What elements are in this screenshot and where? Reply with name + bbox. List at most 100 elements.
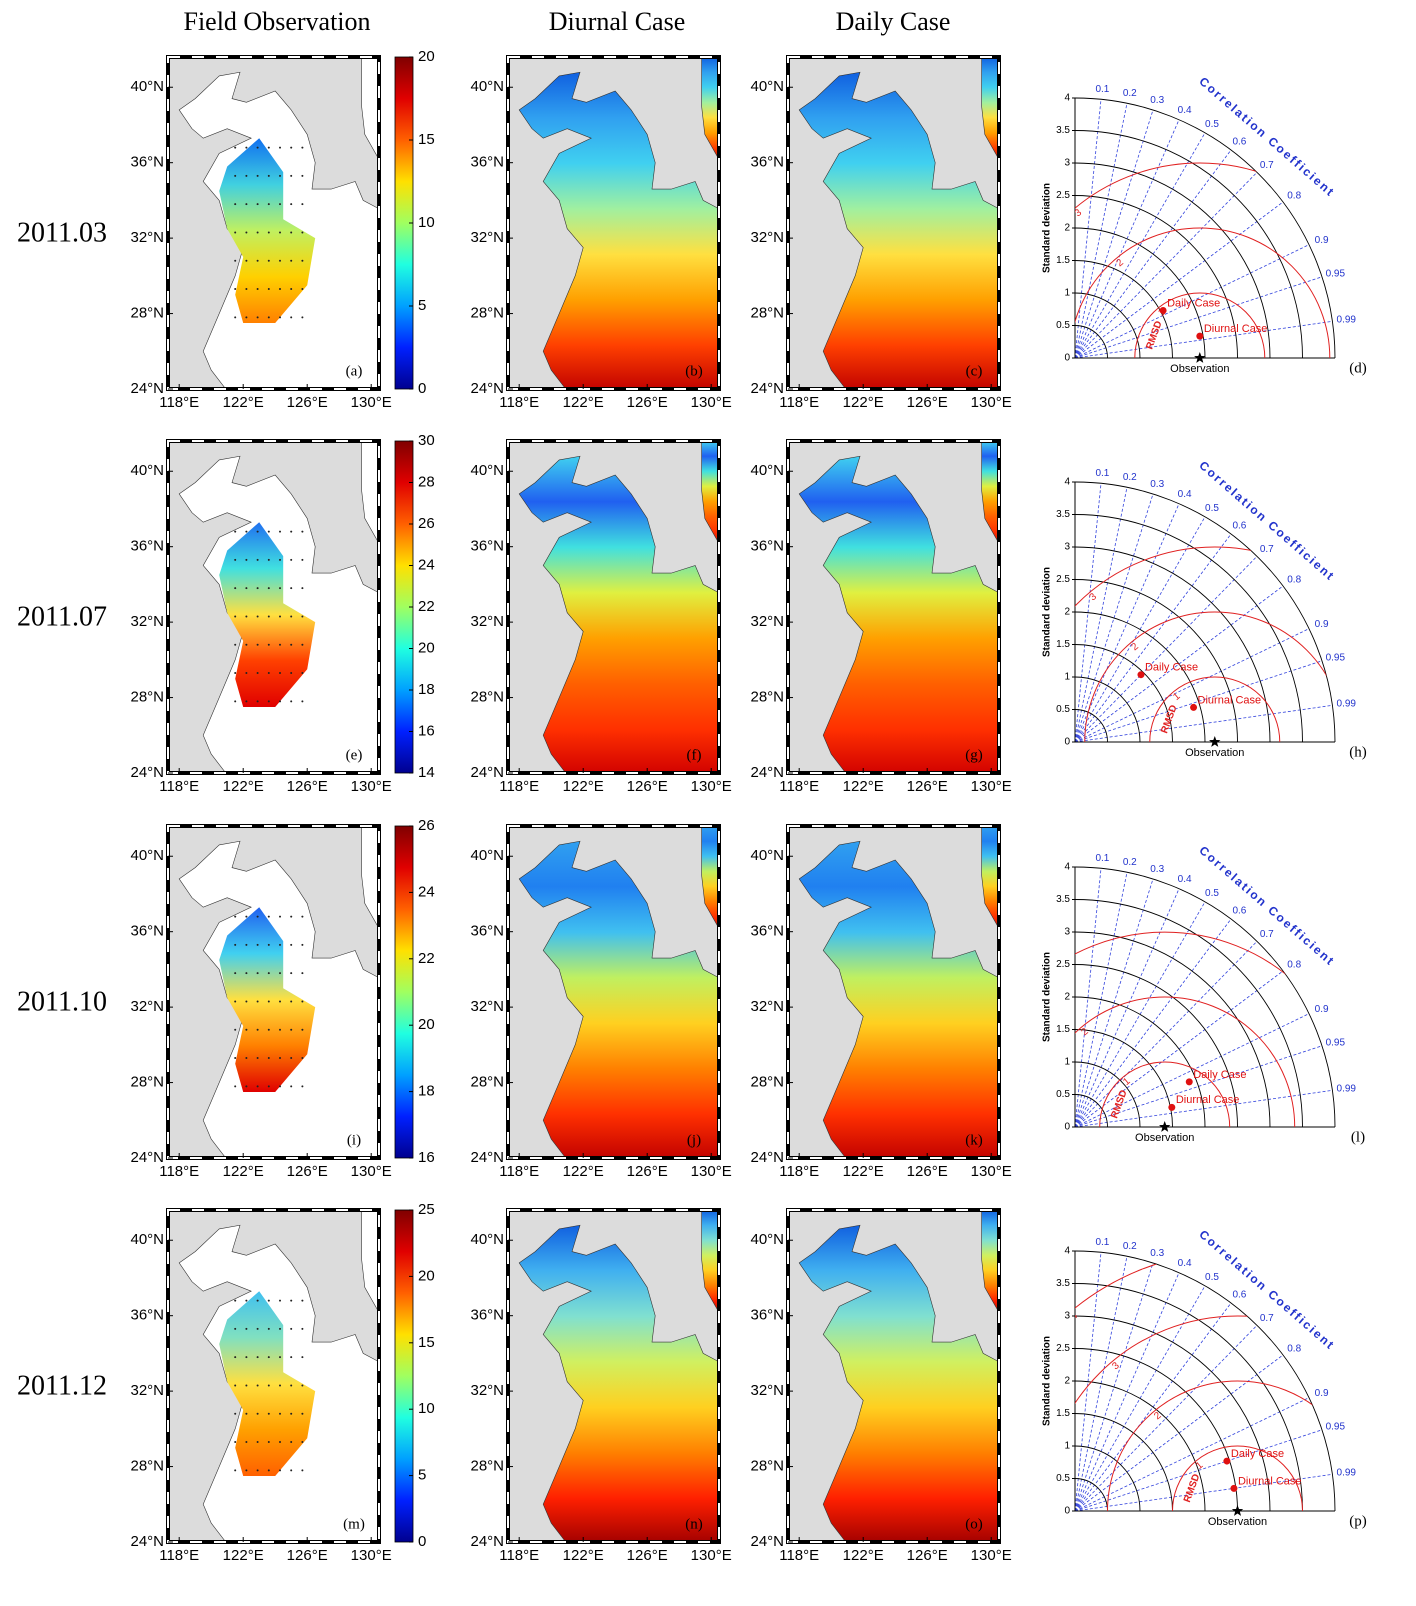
correlation-tick-label: 0.1 <box>1095 853 1109 864</box>
lat-tick-label: 32°N <box>470 229 504 246</box>
correlation-tick-label: 0.4 <box>1178 105 1192 116</box>
map-frame <box>787 56 1000 390</box>
lat-tick-label: 24°N <box>130 1149 164 1166</box>
station <box>290 288 293 291</box>
lat-tick-label: 40°N <box>130 78 164 95</box>
lat-tick-label: 28°N <box>750 305 784 322</box>
lon-tick-label: 126°E <box>907 778 948 795</box>
observed-field <box>219 907 316 1092</box>
std-arc <box>1074 709 1108 743</box>
station <box>256 1356 259 1359</box>
station <box>267 587 270 590</box>
lon-tick-label: 118°E <box>779 778 819 795</box>
rmsd-tick-label: 1 <box>1171 691 1183 703</box>
lon-tick-label: 118°E <box>779 1163 819 1180</box>
lat-tick-label: 40°N <box>750 1231 784 1248</box>
map <box>168 441 379 773</box>
column-header: Daily Case <box>836 7 951 36</box>
station <box>245 530 248 533</box>
model-point-label: Diurnal Case <box>1204 323 1268 335</box>
std-tick-label: 2 <box>1064 992 1070 1003</box>
lat-tick-label: 32°N <box>470 998 504 1015</box>
lon-tick-label: 126°E <box>907 1163 948 1180</box>
correlation-tick-label: 0.95 <box>1326 268 1346 279</box>
rmsd-tick-label: 2 <box>1079 1026 1091 1038</box>
station <box>234 915 237 918</box>
station <box>234 1327 237 1330</box>
correlation-tick-label: 0.6 <box>1232 521 1246 532</box>
lon-tick-label: 130°E <box>351 394 392 411</box>
lat-tick-label: 36°N <box>470 154 504 171</box>
correlation-tick-label: 0.95 <box>1326 1037 1346 1048</box>
station <box>279 1412 281 1415</box>
station <box>301 203 304 206</box>
std-tick-label: 4 <box>1064 477 1070 488</box>
station <box>234 530 237 533</box>
station <box>290 203 293 206</box>
colorbar-tick-label: 5 <box>418 297 426 314</box>
station <box>301 1384 304 1387</box>
station <box>301 915 304 918</box>
panel-label: (o) <box>965 1516 983 1532</box>
model-point-label: Daily Case <box>1231 1448 1284 1460</box>
panel-label: (b) <box>685 363 703 379</box>
lat-tick-label: 24°N <box>130 380 164 397</box>
station <box>256 259 259 262</box>
station <box>256 1000 259 1003</box>
station <box>279 1085 281 1088</box>
station <box>301 288 304 291</box>
std-tick-label: 3 <box>1064 1311 1070 1322</box>
correlation-tick-label: 0.5 <box>1205 1272 1219 1283</box>
std-arc <box>1074 1380 1206 1512</box>
station <box>234 1384 237 1387</box>
lat-tick-label: 40°N <box>130 1231 164 1248</box>
panel-label: (p) <box>1349 1513 1367 1529</box>
model-point <box>1159 306 1167 314</box>
station <box>279 146 281 149</box>
rmsd-arc <box>1075 546 1335 742</box>
station <box>245 1085 248 1088</box>
map <box>168 57 379 389</box>
lon-tick-label: 130°E <box>691 778 732 795</box>
std-arc <box>1074 1315 1271 1512</box>
station <box>290 1000 293 1003</box>
station <box>245 700 248 703</box>
station <box>245 146 248 149</box>
station <box>256 1085 259 1088</box>
correlation-tick-label: 0.6 <box>1232 137 1246 148</box>
rmsd-arc <box>1075 227 1331 358</box>
station <box>290 316 293 319</box>
station <box>245 943 248 946</box>
lat-tick-label: 32°N <box>750 1382 784 1399</box>
station <box>245 1028 248 1031</box>
observation-marker <box>1231 1505 1244 1516</box>
station <box>279 972 281 975</box>
std-tick-label: 0.5 <box>1056 1089 1070 1100</box>
row-date: 2011.10 <box>17 986 107 1017</box>
lat-tick-label: 32°N <box>750 998 784 1015</box>
station <box>234 672 237 675</box>
model-point <box>1223 1457 1231 1465</box>
lon-tick-label: 130°E <box>971 1163 1012 1180</box>
lon-tick-label: 122°E <box>563 394 604 411</box>
lon-tick-label: 118°E <box>499 394 539 411</box>
station <box>301 1028 304 1031</box>
lat-tick-label: 24°N <box>750 1149 784 1166</box>
correlation-tick-label: 0.95 <box>1326 1421 1346 1432</box>
correlation-tick-label: 0.6 <box>1232 1290 1246 1301</box>
station <box>256 972 259 975</box>
station <box>234 1299 237 1302</box>
station <box>301 1356 304 1359</box>
std-tick-label: 2 <box>1064 223 1070 234</box>
rmsd-tick-label: 2 <box>1129 641 1141 653</box>
model-field <box>518 840 719 1158</box>
std-tick-label: 4 <box>1064 1246 1070 1257</box>
station <box>290 1412 293 1415</box>
map-frame <box>787 1209 1000 1543</box>
std-arc <box>1074 1061 1141 1128</box>
station <box>301 558 304 561</box>
lat-tick-label: 40°N <box>470 1231 504 1248</box>
station <box>290 231 293 234</box>
std-tick-label: 0 <box>1064 737 1070 748</box>
std-tick-label: 3 <box>1064 542 1070 553</box>
